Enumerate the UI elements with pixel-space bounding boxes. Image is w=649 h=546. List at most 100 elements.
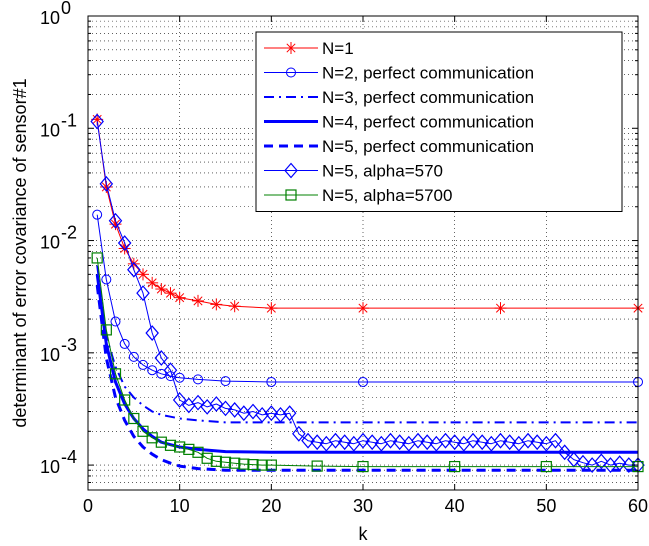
diamond-marker — [284, 162, 298, 179]
diamond-marker — [209, 396, 224, 412]
circle-marker — [174, 372, 185, 383]
star-marker — [228, 300, 241, 313]
legend-item: N=1 — [264, 39, 354, 58]
x-tick-label: 0 — [83, 496, 93, 516]
square-marker — [210, 455, 222, 467]
y-tick-exponent: -3 — [61, 335, 77, 355]
diamond-marker — [521, 432, 535, 449]
star-marker — [265, 302, 278, 315]
square-marker — [449, 460, 461, 473]
square-marker — [192, 446, 204, 458]
star-stroke — [147, 278, 157, 288]
star-stroke — [193, 296, 203, 306]
legend-item: N=3, perfect communication — [264, 88, 534, 107]
x-axis-label: k — [359, 524, 369, 544]
star-stroke — [156, 284, 166, 294]
square-marker — [137, 425, 149, 437]
star-marker — [164, 287, 177, 300]
diamond-marker — [292, 425, 306, 442]
star-marker — [494, 302, 507, 315]
square-marker — [174, 441, 186, 453]
star-stroke — [358, 303, 368, 313]
diamond-marker — [475, 434, 489, 451]
square-marker — [146, 432, 158, 444]
square-marker — [119, 394, 131, 406]
legend-label: N=1 — [322, 39, 354, 58]
diamond-marker — [154, 350, 169, 366]
legend-label: N=5, alpha=5700 — [322, 186, 452, 205]
series-line — [96, 214, 638, 383]
diamond-marker — [493, 432, 508, 449]
y-tick-label: 10 — [40, 345, 60, 365]
square-marker — [100, 324, 112, 336]
legend-label: N=5, perfect communication — [322, 137, 534, 156]
diamond-marker — [502, 434, 517, 451]
y-tick-label: 10 — [40, 120, 60, 140]
star-stroke — [120, 243, 130, 254]
x-tick-label: 50 — [536, 496, 556, 516]
diamond-marker — [108, 212, 123, 229]
legend-label: N=3, perfect communication — [322, 88, 534, 107]
diamond-marker — [282, 405, 297, 422]
legend-label: N=2, perfect communication — [322, 64, 534, 83]
circle-marker — [193, 374, 203, 385]
star-stroke — [495, 303, 506, 313]
star-marker — [357, 302, 369, 315]
diamond-marker — [411, 432, 425, 449]
square-marker — [229, 457, 241, 469]
square-marker — [219, 456, 232, 468]
circle-marker — [110, 316, 121, 327]
star-marker — [285, 42, 297, 54]
diamond-marker — [392, 434, 407, 451]
y-tick-exponent: -2 — [61, 223, 77, 243]
diamond-marker — [99, 175, 114, 192]
square-marker — [256, 459, 268, 471]
legend-label: N=4, perfect communication — [322, 113, 534, 132]
square-marker — [164, 439, 177, 451]
star-stroke — [138, 269, 148, 279]
diamond-marker — [438, 432, 453, 449]
diamond-marker — [328, 432, 343, 449]
y-tick-label: 10 — [40, 457, 60, 477]
series-7 — [91, 252, 644, 473]
legend-item: N=5, alpha=5700 — [264, 186, 452, 205]
circle-marker — [156, 368, 167, 379]
diamond-marker — [90, 113, 104, 130]
square-marker — [109, 368, 122, 380]
legend-item: N=4, perfect communication — [264, 113, 534, 132]
x-tick-label: 60 — [628, 496, 648, 516]
diamond-marker — [337, 434, 352, 451]
diamond-marker — [127, 261, 141, 278]
diamond-marker — [163, 362, 178, 379]
diamond-marker — [530, 434, 544, 451]
diamond-marker — [301, 432, 315, 449]
legend: N=1 N=2, perfect communication N=3, perfec… — [255, 31, 623, 212]
series-layer — [90, 113, 645, 474]
circle-marker — [138, 359, 148, 370]
star-marker — [192, 294, 204, 307]
diamond-marker — [264, 405, 279, 422]
x-tick-label: 20 — [261, 496, 281, 516]
circle-marker — [101, 274, 112, 285]
square-marker — [247, 459, 259, 471]
diamond-marker — [227, 402, 242, 418]
diamond-marker — [447, 434, 462, 451]
star-stroke — [165, 288, 176, 298]
legend-item: N=2, perfect communication — [264, 64, 534, 83]
square-marker — [183, 443, 195, 455]
star-stroke — [92, 114, 102, 124]
diamond-marker — [145, 325, 159, 341]
square-marker — [540, 460, 552, 473]
star-stroke — [101, 182, 111, 192]
circle-marker — [266, 376, 277, 387]
series-2 — [92, 209, 643, 387]
square-marker — [265, 459, 277, 471]
x-tick-label: 10 — [170, 496, 190, 516]
series-5 — [95, 285, 638, 472]
x-tick-label: 30 — [353, 496, 373, 516]
y-tick-exponent: -4 — [61, 447, 77, 467]
diamond-marker — [117, 235, 132, 251]
star-marker — [210, 298, 223, 311]
